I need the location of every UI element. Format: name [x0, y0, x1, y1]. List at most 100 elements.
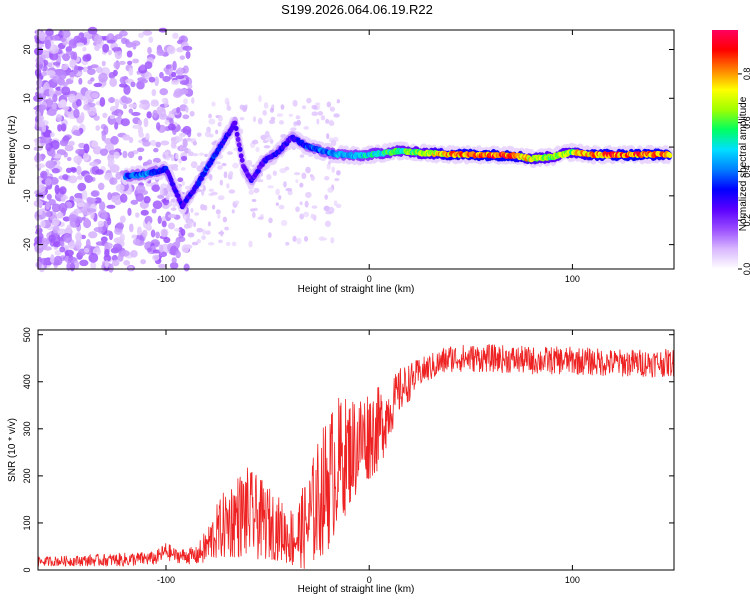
spectrogram-cell — [37, 209, 43, 215]
spectrogram-cell — [182, 45, 193, 51]
spectrogram-cell — [58, 71, 67, 80]
spectrogram-cell — [97, 182, 105, 191]
spectrogram-cell — [183, 263, 190, 272]
spectrogram-cell — [155, 122, 161, 131]
spectrogram-y-tick-label: -20 — [22, 238, 32, 251]
spectrogram-cell — [157, 215, 162, 224]
spectrogram-cell — [64, 144, 74, 152]
spectrogram-cell — [169, 110, 173, 115]
spectrogram-cell — [123, 97, 133, 104]
spectrogram-cell — [160, 140, 170, 146]
spectrogram-cell — [253, 207, 258, 211]
spectrogram-cell — [231, 209, 235, 214]
spectrogram-cell — [111, 110, 120, 116]
spectrogram-cell — [324, 194, 328, 200]
spectrogram-cell — [45, 39, 52, 49]
spectrogram-cell — [232, 120, 238, 126]
figure-title: S199.2026.064.06.19.R22 — [281, 2, 433, 17]
snr-series-line — [37, 344, 675, 569]
spectrogram-cell — [40, 220, 46, 228]
spectrogram-cell — [113, 61, 121, 69]
spectrogram-cell — [57, 124, 63, 132]
spectrogram-cell — [215, 129, 219, 135]
spectrogram-cell — [50, 132, 55, 138]
spectrogram-cell — [317, 111, 324, 116]
spectrogram-cell — [35, 43, 45, 48]
spectrogram-cell — [191, 97, 195, 104]
spectrogram-cell — [80, 95, 87, 101]
spectrogram-cell — [68, 140, 75, 147]
spectrogram-cell — [335, 203, 342, 209]
spectrogram-cell — [38, 31, 47, 42]
spectrogram-cell — [204, 230, 208, 235]
spectrogram-cell — [220, 229, 224, 237]
spectrogram-cell — [158, 251, 168, 258]
snr-x-tick-label: -100 — [157, 575, 175, 585]
spectrogram-cell — [181, 244, 190, 253]
spectrogram-cell — [130, 81, 136, 88]
spectrogram-ylabel: Frequency (Hz) — [7, 116, 18, 185]
spectrogram-cell — [110, 135, 119, 145]
spectrogram-cell — [191, 241, 199, 246]
spectrogram-cell — [90, 77, 95, 82]
spectrogram-cell — [235, 136, 241, 142]
spectrogram-cell — [95, 125, 101, 131]
spectrogram-cell — [303, 125, 310, 130]
spectrogram-cell — [131, 234, 137, 239]
spectrogram-cell — [299, 154, 305, 158]
spectrogram-cell — [60, 196, 66, 202]
spectrogram-cell — [109, 177, 118, 185]
spectrogram-cell — [215, 209, 221, 215]
spectrogram-cell — [167, 213, 177, 219]
colorbar-gradient — [712, 30, 738, 269]
snr-x-tick-label: 0 — [367, 575, 372, 585]
spectrogram-cell — [326, 133, 330, 140]
spectrogram-cell — [114, 200, 120, 206]
spectrogram-cell — [283, 181, 287, 188]
snr-xlabel: Height of straight line (km) — [298, 584, 415, 595]
spectrogram-cell — [182, 65, 189, 74]
spectrogram-cell — [170, 141, 177, 148]
spectrogram-cell — [107, 192, 112, 201]
spectrogram-cell — [126, 50, 133, 58]
spectrogram-cell — [178, 227, 184, 233]
spectrogram-cell — [101, 60, 106, 67]
spectrogram-cell — [169, 118, 174, 126]
spectrogram-cell — [208, 188, 214, 192]
spectrogram-cell — [165, 64, 172, 70]
spectrogram-cell — [278, 195, 282, 200]
spectrogram-cell — [144, 61, 153, 69]
spectrogram-cell — [178, 158, 182, 164]
spectrogram-cell — [156, 106, 163, 115]
spectrogram-cell — [98, 72, 108, 83]
spectrogram-cell — [44, 211, 51, 217]
spectrogram-cell — [333, 200, 338, 207]
spectrogram-cell — [179, 144, 183, 152]
snr-ylabel: SNR (10 * v/v) — [7, 418, 18, 482]
spectrogram-cell — [169, 261, 179, 270]
spectrogram-cell — [305, 166, 311, 174]
spectrogram-cell — [73, 155, 83, 164]
spectrogram-cell — [50, 254, 55, 264]
spectrogram-cell — [140, 209, 149, 216]
spectrogram-cell — [208, 174, 213, 181]
spectrogram-cell — [50, 147, 56, 158]
spectrogram-cell — [59, 186, 67, 195]
spectrogram-cell — [145, 132, 150, 141]
spectrogram-cell — [232, 162, 239, 169]
spectrogram-cell — [165, 194, 170, 201]
spectrogram-cell — [54, 249, 62, 256]
spectrogram-cell — [117, 112, 122, 119]
spectrogram-cell — [238, 153, 244, 159]
spectrogram-cell — [61, 64, 68, 71]
spectrogram-cell — [171, 202, 178, 208]
spectrogram-cell — [239, 117, 245, 121]
spectrogram-cell — [239, 105, 247, 110]
spectrogram-cell — [120, 118, 130, 127]
spectrogram-cell — [93, 34, 103, 45]
spectrogram-cell — [48, 87, 55, 97]
spectrogram-cell — [336, 170, 341, 176]
spectrogram-cell — [292, 99, 298, 107]
spectrogram-cell — [299, 201, 303, 206]
spectrogram-cell — [139, 99, 150, 105]
